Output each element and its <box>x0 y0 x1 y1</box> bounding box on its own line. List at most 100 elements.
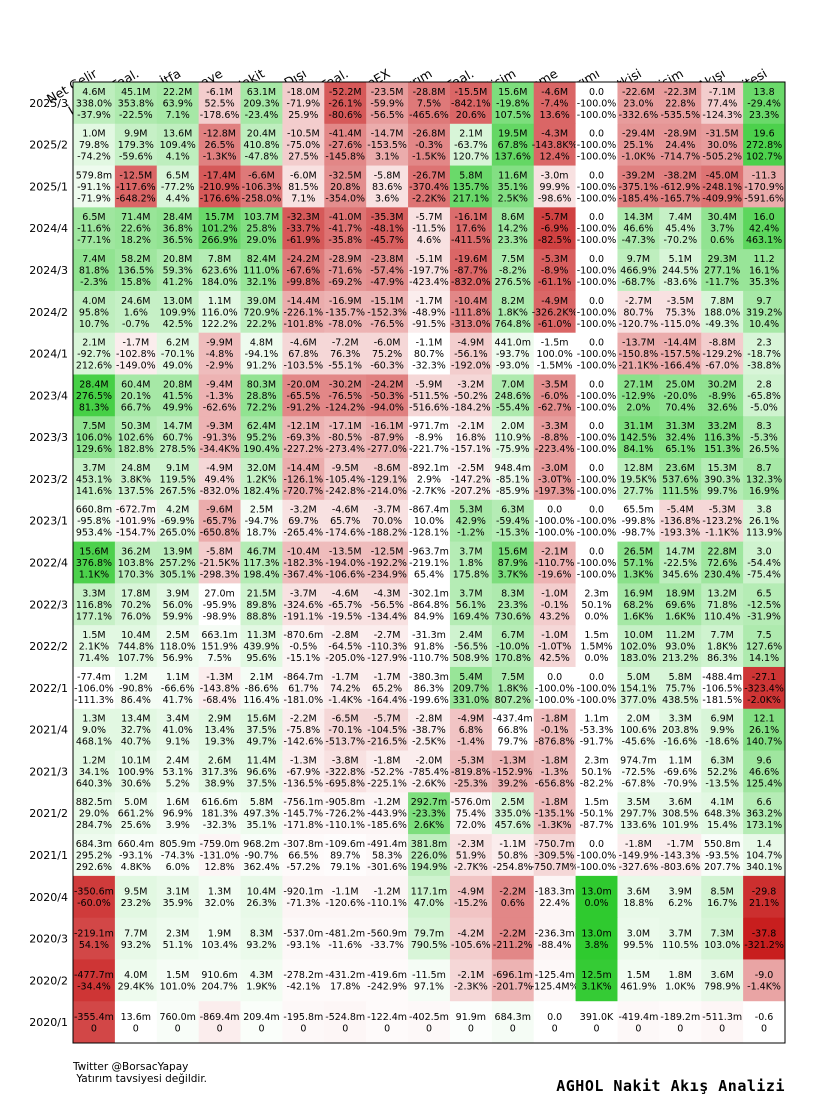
cell-value: 292.6% <box>76 862 112 873</box>
cell-value: -13.5M <box>329 547 362 558</box>
heatmap-cell <box>449 165 493 208</box>
cell-value: 28.8% <box>246 391 276 402</box>
cell-value: 65.5m <box>623 505 653 516</box>
cell-value: 65.4% <box>414 570 444 581</box>
cell-value: -14.4M <box>287 296 320 307</box>
cell-value: -170.9% <box>744 182 784 193</box>
cell-value: 0 <box>426 1023 432 1034</box>
cell-value: 18.2% <box>121 235 151 246</box>
cell-value: 266.9% <box>201 235 237 246</box>
heatmap-cell <box>282 416 325 459</box>
cell-value: 53.1% <box>163 767 193 778</box>
cell-value: -18.7% <box>747 349 781 360</box>
heatmap-cell <box>449 458 493 501</box>
cell-value: 376.8% <box>76 558 112 569</box>
cell-value: -70.1% <box>328 725 362 736</box>
cell-value: -91.1% <box>77 182 111 193</box>
cell-value: 212.6% <box>76 361 112 372</box>
cell-value: 24.8M <box>121 463 150 474</box>
heatmap-cell <box>449 499 493 543</box>
cell-value: -27.1 <box>752 672 777 683</box>
cell-value: 14.1% <box>749 653 779 664</box>
cell-value: -254.8% <box>493 862 533 873</box>
cell-value: -34.4K% <box>200 444 240 455</box>
cell-value: -91.5% <box>412 319 446 330</box>
cell-value: 13.4M <box>121 714 150 725</box>
cell-value: -5.3M <box>709 505 736 516</box>
heatmap-cell <box>533 123 576 166</box>
cell-value: -1.5m <box>541 338 569 349</box>
cell-value: 40.7% <box>121 737 151 748</box>
heatmap-cell <box>408 499 451 543</box>
cell-value: 276.5% <box>76 391 112 402</box>
heatmap-cell <box>701 123 744 166</box>
cell-value: 0 <box>677 1023 683 1034</box>
cell-value: -76.5% <box>328 391 362 402</box>
cell-value: 42.5% <box>163 319 193 330</box>
cell-value: -37.9% <box>77 110 111 121</box>
cell-value: -135.7% <box>325 307 365 318</box>
cell-value: -750.7M% <box>531 862 579 873</box>
cell-value: 29.4K% <box>118 982 154 993</box>
cell-value: -21.5K% <box>200 558 240 569</box>
heatmap-cell <box>701 332 744 375</box>
cell-value: -45.6% <box>622 737 656 748</box>
heatmap-cell <box>198 583 241 626</box>
cell-value: 142.5% <box>620 433 656 444</box>
cell-value: 3.6M <box>669 797 692 808</box>
cell-value: 209.4m <box>243 1012 279 1023</box>
cell-value: 88.8% <box>246 611 276 622</box>
heatmap-cell <box>408 249 451 292</box>
cell-value: 0.0 <box>589 338 604 349</box>
cell-value: 116.3% <box>704 433 740 444</box>
cell-value: -6.0M <box>290 170 317 181</box>
cell-value: 70.2% <box>121 600 151 611</box>
heatmap-cell <box>324 458 367 501</box>
cell-value: -477.7m <box>74 970 114 981</box>
cell-value: -0.1% <box>541 725 569 736</box>
cell-value: -14.7M <box>371 129 404 140</box>
cell-value: 226.0% <box>411 850 447 861</box>
cell-value: -864.8% <box>409 600 449 611</box>
cell-value: -69.3% <box>287 433 321 444</box>
cell-value: -2.2M <box>499 887 526 898</box>
cell-value: 882.5m <box>76 797 112 808</box>
cell-value: -55.1% <box>328 361 362 372</box>
heatmap-cell <box>366 541 409 584</box>
cell-value: 7.7M <box>711 630 734 641</box>
heatmap-cell <box>617 123 660 166</box>
cell-value: -117.6% <box>116 182 156 193</box>
cell-value: -1.7M <box>122 338 149 349</box>
heatmap-cell <box>324 82 367 125</box>
cell-value: -505.2% <box>702 152 742 163</box>
cell-value: 27.0m <box>204 588 234 599</box>
cell-value: 42.4% <box>749 224 779 235</box>
cell-value: -9.9M <box>206 338 233 349</box>
cell-value: 466.9% <box>620 266 656 277</box>
cell-value: 0.0% <box>584 653 608 664</box>
cell-value: 319.2% <box>746 307 782 318</box>
cell-value: 26.5% <box>204 140 234 151</box>
heatmap-cell <box>449 541 493 584</box>
cell-value: 363.2% <box>746 809 782 820</box>
cell-value: -327.6% <box>619 862 659 873</box>
row-labels: 2025/3 2025/2 2025/1 2024/4 2024/3 2024/2 2024… <box>29 97 68 1029</box>
heatmap-cell <box>575 583 618 626</box>
cell-value: -87.7% <box>454 266 488 277</box>
cell-value: -184.2% <box>451 402 491 413</box>
cell-value: -10.4M <box>454 296 487 307</box>
cell-value: -321.2% <box>744 940 784 951</box>
cell-value: -78.0% <box>328 319 362 330</box>
cell-value: 15.7M <box>205 212 234 223</box>
cell-value: 116.0% <box>201 307 237 318</box>
cell-value: -1.7M <box>667 839 694 850</box>
heatmap-cell <box>408 207 451 250</box>
cell-value: 116.4% <box>243 695 279 706</box>
cell-value: -431.2m <box>325 970 365 981</box>
cell-value: 10.7% <box>79 319 109 330</box>
cell-value: -63.7% <box>454 140 488 151</box>
cell-value: -17.1M <box>329 421 362 432</box>
cell-value: -411.5% <box>451 235 491 246</box>
cell-value: 3.3M <box>82 588 105 599</box>
cell-value: 70.0% <box>372 516 402 527</box>
